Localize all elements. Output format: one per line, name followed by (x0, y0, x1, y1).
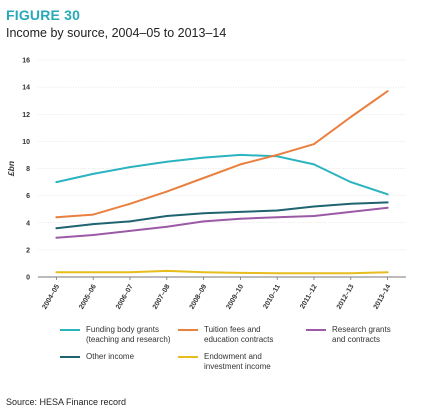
y-axis-label: £bn (6, 161, 16, 177)
data-point (276, 216, 279, 219)
series-line-4 (55, 201, 389, 230)
legend-item: Research grants and contracts (306, 325, 391, 345)
x-tick-label: 2013–14 (373, 283, 393, 310)
legend-swatch (178, 329, 198, 331)
x-tick-label: 2007–08 (152, 283, 172, 310)
data-point (276, 154, 279, 156)
data-point (202, 156, 205, 159)
y-tick-label: 0 (26, 275, 30, 282)
data-point (313, 272, 315, 275)
data-point (55, 271, 58, 274)
data-point (349, 181, 352, 183)
legend-label: Funding body grants (teaching and resear… (86, 325, 171, 344)
legend-label: Research grants and contracts (332, 325, 391, 344)
data-point (92, 213, 95, 216)
line-chart: 0 2 4 6 8 10 12 14 16 £bn 2004–05 2005–06 2006–07 200… (6, 58, 406, 311)
legend-label: Endowment and investment income (204, 352, 271, 371)
data-point (129, 166, 131, 169)
series-line-2 (55, 90, 389, 219)
data-point (92, 271, 95, 274)
data-point (349, 202, 352, 205)
data-point (55, 216, 58, 219)
data-point (386, 90, 389, 93)
data-point (55, 227, 58, 230)
data-point (313, 205, 315, 208)
data-point (55, 236, 58, 239)
x-tick-label: 2009–10 (225, 283, 245, 310)
data-point (202, 220, 205, 223)
series-line-5 (55, 269, 389, 275)
legend-label: Tuition fees and education contracts (204, 325, 274, 344)
y-tick-label: 2 (26, 247, 30, 254)
data-point (386, 271, 389, 274)
data-point (386, 206, 389, 209)
data-point (129, 220, 131, 223)
series-line-3 (55, 206, 389, 239)
y-tick-label: 6 (26, 193, 30, 200)
data-point (313, 163, 315, 166)
x-tick-label: 2005–06 (78, 283, 98, 310)
legend-swatch (60, 356, 80, 358)
data-point (92, 234, 95, 236)
data-point (349, 116, 352, 118)
data-point (165, 190, 168, 193)
data-point (276, 272, 279, 275)
y-tick-label: 8 (26, 166, 30, 173)
data-point (349, 272, 352, 275)
data-point (55, 181, 58, 183)
legend-swatch (306, 329, 326, 331)
y-tick-label: 4 (26, 220, 30, 227)
legend-item: Endowment and investment income (178, 352, 271, 372)
x-tick-label: 2008–09 (189, 283, 209, 310)
data-point (129, 229, 131, 232)
legend-label: Other income (86, 352, 135, 361)
chart-title: Income by source, 2004–05 to 2013–14 (6, 26, 227, 40)
y-tick-label: 16 (22, 58, 30, 65)
data-point (239, 217, 242, 220)
data-point (129, 202, 131, 205)
data-point (165, 269, 168, 272)
series-line-1 (55, 153, 389, 196)
data-point (202, 271, 205, 274)
data-point (239, 211, 242, 213)
data-point (129, 271, 131, 274)
data-point (202, 212, 205, 215)
x-tick-label: 2011–12 (299, 283, 319, 310)
y-tick-label: 10 (22, 139, 30, 146)
data-point (386, 193, 389, 196)
x-tick-label: 2006–07 (115, 283, 135, 310)
y-tick-label: 12 (22, 112, 30, 119)
data-point (239, 163, 242, 166)
legend-item: Other income (60, 352, 134, 362)
data-point (386, 201, 389, 204)
x-tick-label: 2012–13 (336, 283, 356, 310)
data-point (165, 225, 168, 228)
data-point (313, 215, 315, 217)
x-tick-label: 2010–11 (262, 283, 282, 310)
data-point (165, 160, 168, 163)
legend-swatch (60, 329, 80, 331)
data-point (92, 173, 95, 175)
data-point (239, 154, 242, 156)
source-note: Source: HESA Finance record (6, 397, 127, 407)
legend-item: Funding body grants (teaching and resear… (60, 325, 171, 345)
data-point (239, 272, 242, 274)
data-point (92, 223, 95, 226)
data-point (165, 215, 168, 217)
data-point (202, 177, 205, 179)
y-tick-label: 14 (22, 85, 30, 92)
legend-item: Tuition fees and education contracts (178, 325, 273, 345)
legend-swatch (178, 356, 198, 358)
data-point (349, 211, 352, 213)
figure-label: FIGURE 30 (6, 7, 81, 23)
x-tick-label: 2004–05 (41, 283, 61, 310)
data-point (276, 209, 279, 212)
data-point (313, 143, 315, 145)
